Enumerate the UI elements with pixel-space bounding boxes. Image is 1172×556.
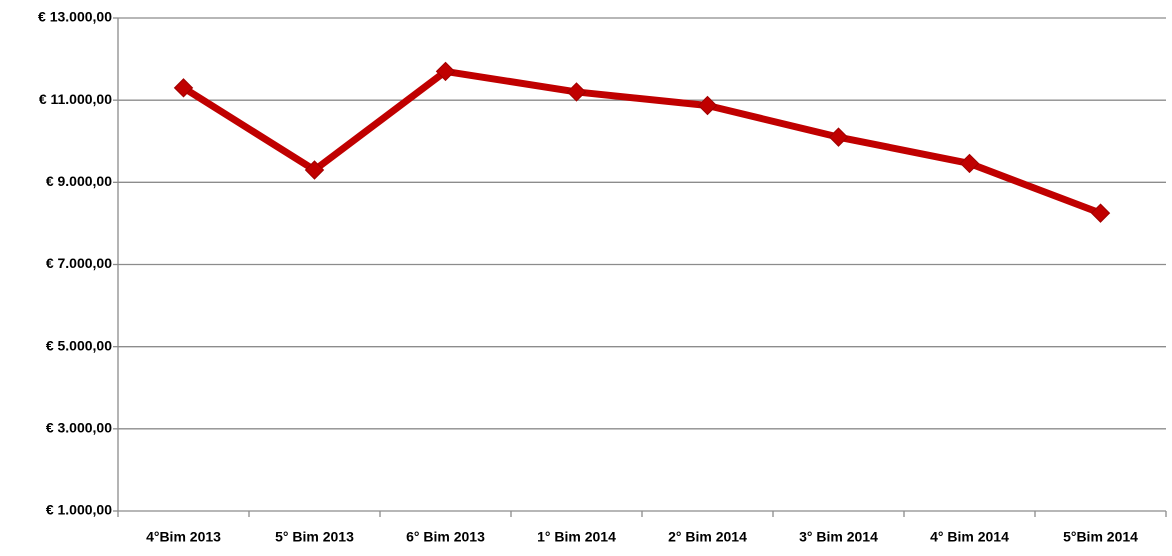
marker [1090,203,1111,223]
marker [697,95,718,116]
marker [304,160,325,180]
y-tick-label: € 3.000,00 [46,420,112,436]
marker [173,78,194,98]
x-tick-label: 2° Bim 2014 [668,529,747,545]
marker [959,153,980,174]
y-tick-label: € 11.000,00 [39,91,112,107]
marker [828,127,849,147]
y-tick-label: € 1.000,00 [46,502,112,518]
x-tick-label: 4°Bim 2013 [146,529,221,545]
x-tick-label: 6° Bim 2013 [406,529,485,545]
y-tick-label: € 9.000,00 [46,173,112,189]
x-tick-label: 5° Bim 2013 [275,529,354,545]
y-tick-label: € 13.000,00 [38,9,112,25]
x-tick-label: 4° Bim 2014 [930,529,1009,545]
y-tick-label: € 7.000,00 [46,255,112,271]
x-tick-label: 3° Bim 2014 [799,529,878,545]
x-tick-label: 5°Bim 2014 [1063,529,1138,545]
x-tick-label: 1° Bim 2014 [537,529,616,545]
marker [435,61,456,82]
marker [566,82,587,102]
y-tick-label: € 5.000,00 [46,337,112,353]
line [181,67,1102,217]
